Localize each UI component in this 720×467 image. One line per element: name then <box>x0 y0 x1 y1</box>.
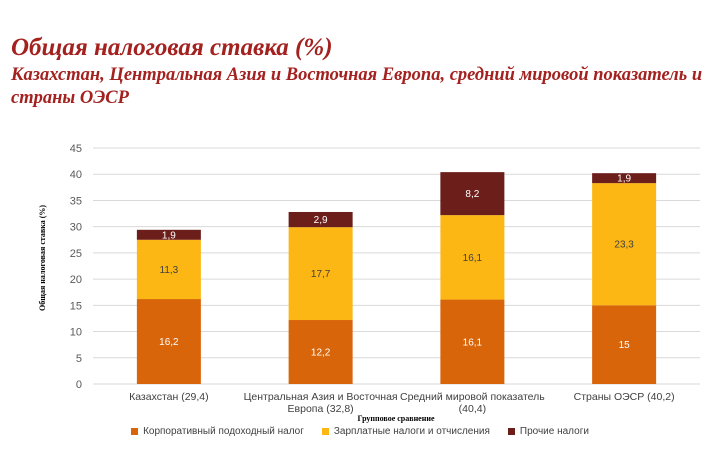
bar-segment <box>440 215 505 300</box>
y-tick-label: 25 <box>70 248 82 260</box>
chart-legend: Корпоративный подоходный налог Зарплатные… <box>0 426 720 437</box>
x-category-label: Европа (32,8) <box>288 403 354 415</box>
y-tick-label: 0 <box>76 379 82 391</box>
legend-item: Зарплатные налоги и отчисления <box>321 426 490 437</box>
y-tick-label: 40 <box>70 169 82 181</box>
y-tick-label: 15 <box>70 300 82 312</box>
legend-swatch <box>321 428 329 435</box>
x-category-label: Казахстан (29,4) <box>129 391 209 403</box>
bar-segment <box>288 227 353 321</box>
y-axis-label: Общая налоговая ставка (%) <box>38 205 47 311</box>
bar-data-label: 17,7 <box>311 269 331 280</box>
y-tick-label: 35 <box>70 195 82 207</box>
legend-item: Прочие налоги <box>507 426 589 437</box>
y-tick-label: 10 <box>70 327 82 339</box>
bar-data-label: 16,1 <box>463 253 483 264</box>
bar-segment <box>136 299 201 384</box>
bar-segment <box>440 172 505 216</box>
legend-label: Зарплатные налоги и отчисления <box>333 426 490 437</box>
bar-data-label: 1,9 <box>162 230 176 241</box>
x-axis-label: Групповое сравнение <box>357 414 434 423</box>
legend-swatch <box>131 428 139 435</box>
bar-segment <box>136 229 201 240</box>
bar-segment <box>136 239 201 300</box>
y-tick-label: 45 <box>70 143 82 155</box>
bar-segment <box>592 305 657 384</box>
bar-segment <box>592 183 657 306</box>
bar-data-label: 12,2 <box>311 348 331 359</box>
bar-segment <box>440 299 505 384</box>
y-tick-label: 5 <box>76 353 82 365</box>
x-category-label: Средний мировой показатель <box>400 391 545 403</box>
bar-segment <box>288 320 353 384</box>
bar-data-label: 1,9 <box>617 174 631 185</box>
x-category-label: (40,4) <box>459 403 486 415</box>
legend-item: Корпоративный подоходный налог <box>131 426 304 437</box>
chart-subtitle: Казахстан, Центральная Азия и Восточная … <box>11 65 703 108</box>
bar-data-label: 11,3 <box>160 265 179 276</box>
bar-data-label: 15 <box>619 340 631 351</box>
y-tick-label: 30 <box>70 222 82 234</box>
bar-data-label: 23,3 <box>614 240 634 251</box>
bar-data-label: 2,9 <box>314 215 328 226</box>
y-tick-label: 20 <box>70 274 82 286</box>
legend-swatch <box>507 428 515 435</box>
bar-data-label: 8,2 <box>465 189 479 200</box>
legend-label: Прочие налоги <box>519 426 589 437</box>
x-category-label: Центральная Азия и Восточная <box>244 391 398 403</box>
x-category-label: Страны ОЭСР (40,2) <box>574 391 675 403</box>
bar-segment <box>288 211 353 228</box>
legend-label: Корпоративный подоходный налог <box>143 426 304 437</box>
chart-title: Общая налоговая ставка (%) <box>11 34 333 61</box>
bar-data-label: 16,2 <box>159 337 179 348</box>
bar-data-label: 16,1 <box>463 337 483 348</box>
bar-segment <box>592 173 657 184</box>
